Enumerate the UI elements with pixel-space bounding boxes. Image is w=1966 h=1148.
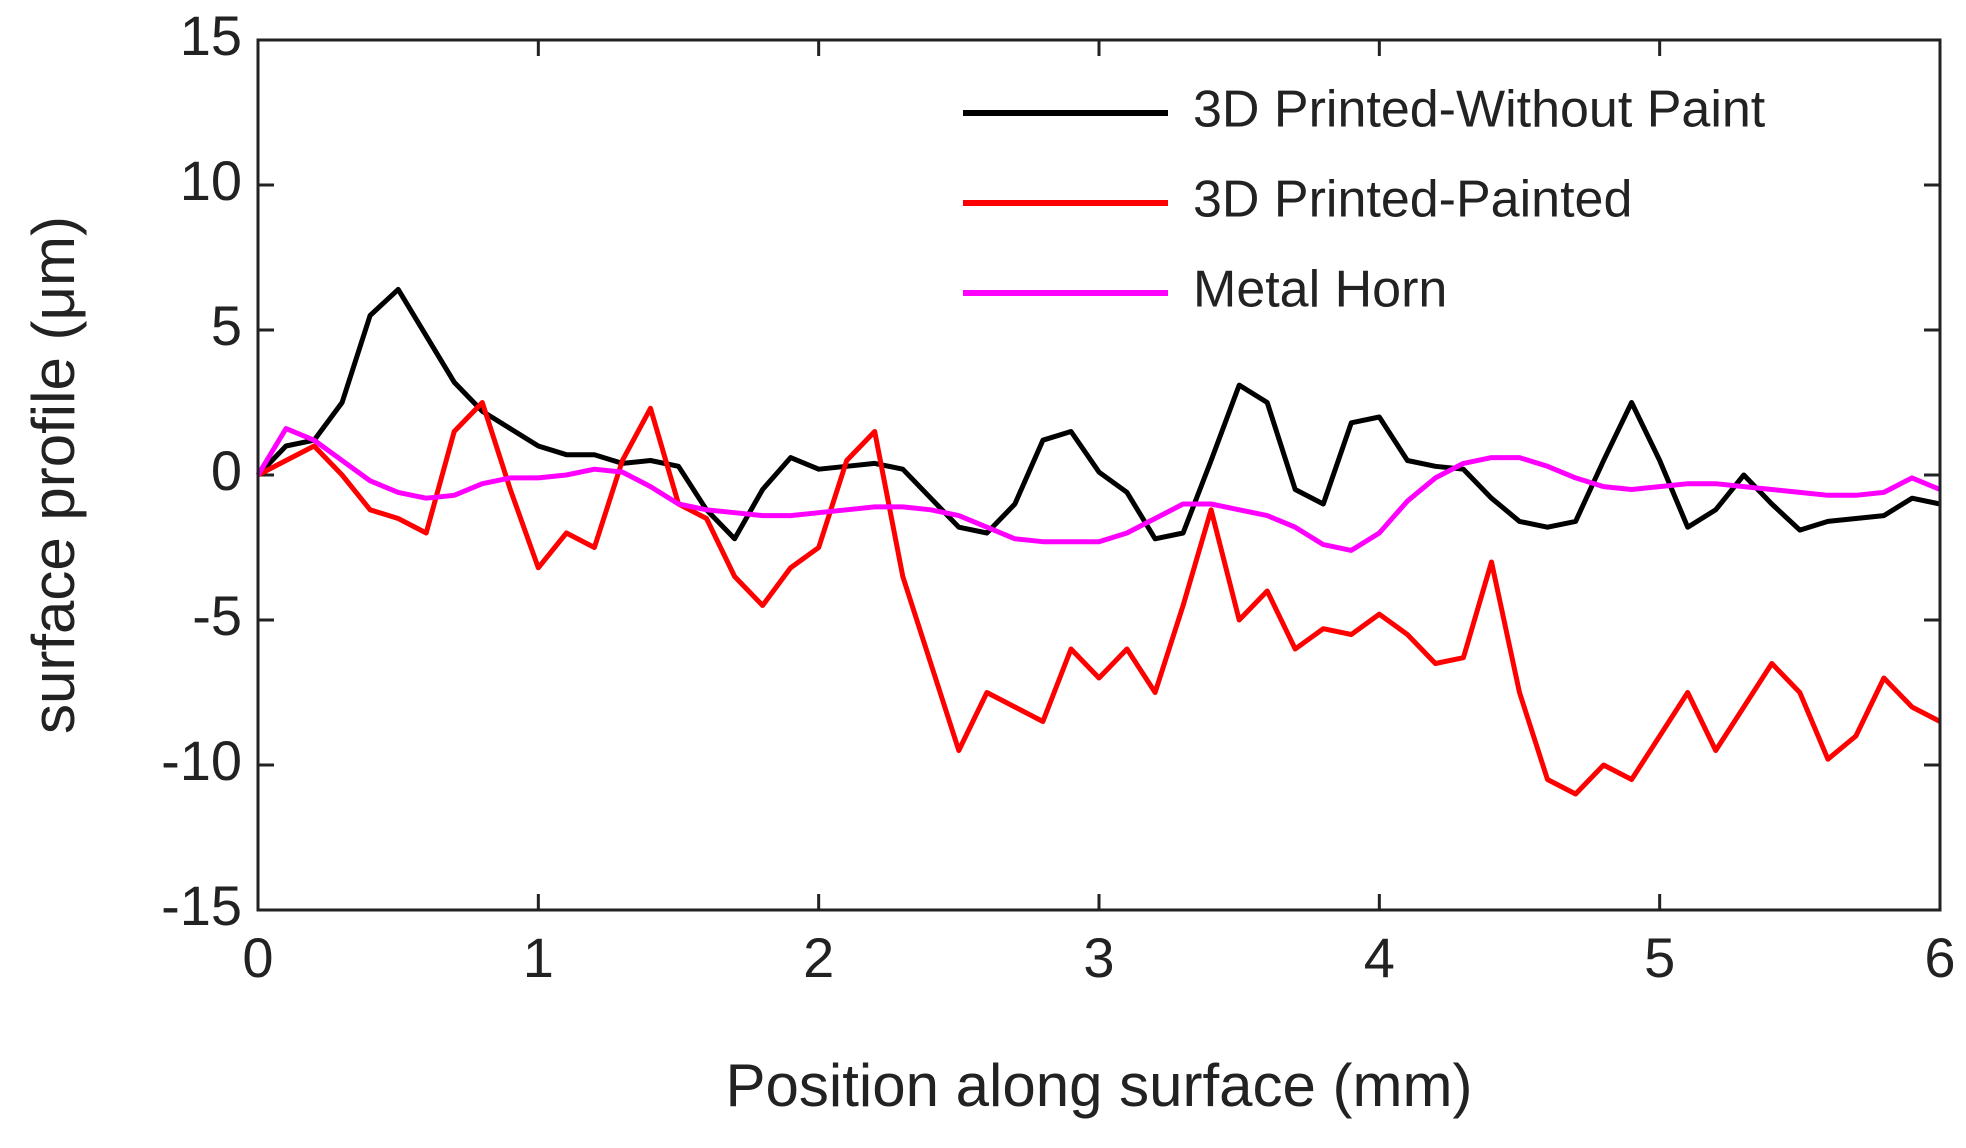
y-tick-label: -5 [192, 584, 242, 647]
y-tick-label: -10 [161, 729, 242, 792]
legend-label: Metal Horn [1193, 261, 1447, 319]
legend-label: 3D Printed-Without Paint [1193, 81, 1766, 139]
x-tick-label: 0 [242, 926, 273, 989]
series-line [256, 286, 1941, 542]
x-tick-label: 3 [1083, 926, 1114, 989]
x-tick-label: 5 [1644, 926, 1675, 989]
x-tick-label: 1 [523, 926, 554, 989]
x-tick-label: 6 [1924, 926, 1955, 989]
x-axis-label: Position along surface (mm) [726, 1052, 1473, 1119]
y-axis-label: surface profile (μm) [20, 216, 87, 734]
y-tick-label: -15 [161, 874, 242, 937]
series-line [256, 400, 1942, 797]
x-tick-label: 2 [803, 926, 834, 989]
legend-label: 3D Printed-Painted [1193, 171, 1632, 229]
x-tick-label: 4 [1364, 926, 1395, 989]
y-tick-label: 0 [211, 439, 242, 502]
y-tick-label: 15 [180, 4, 242, 67]
y-tick-label: 5 [211, 294, 242, 357]
series-line [255, 426, 1941, 553]
y-tick-label: 10 [180, 149, 242, 212]
plot-frame [256, 38, 1942, 912]
